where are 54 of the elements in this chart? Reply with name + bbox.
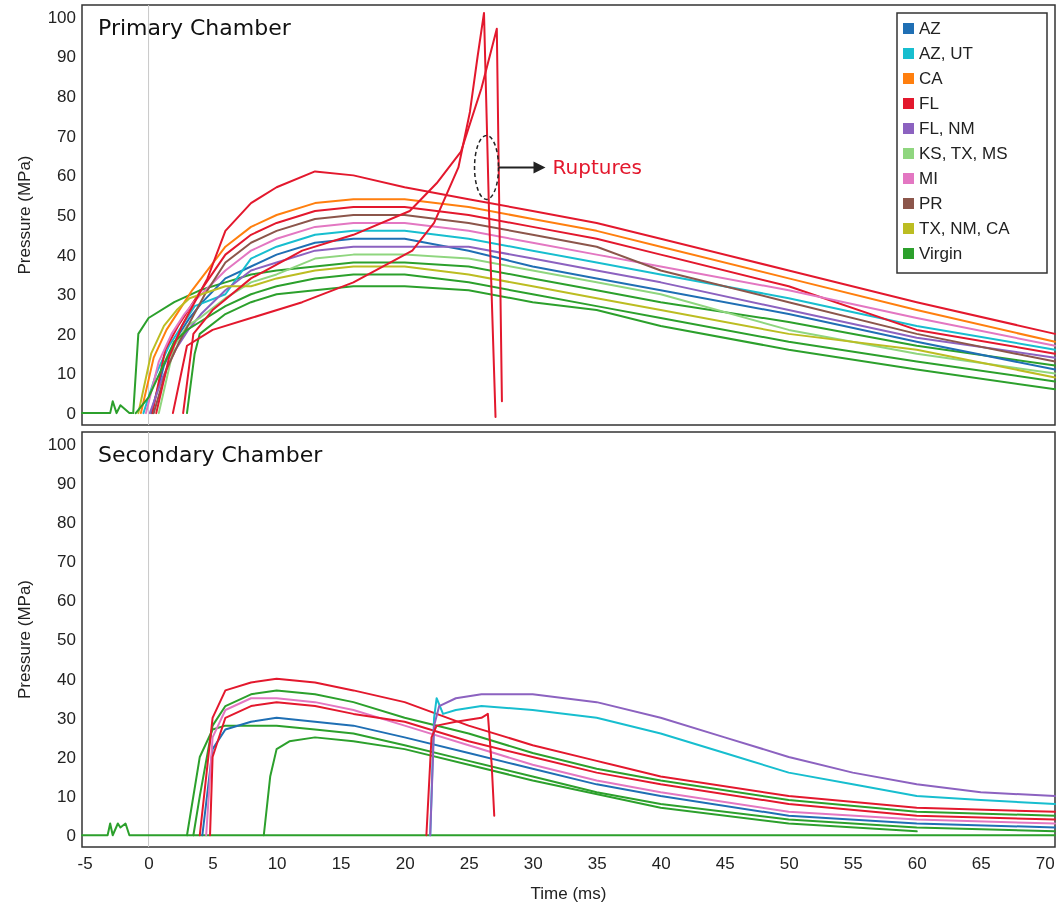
text: Primary Chamber: [98, 15, 292, 40]
x-tick-label: 35: [587, 854, 607, 874]
y-tick-label: 40: [57, 669, 76, 689]
x-tick-label: 30: [523, 854, 543, 874]
x-tick-label: 0: [144, 854, 154, 874]
x-tick-label: 10: [267, 854, 287, 874]
x-tick-label: 20: [395, 854, 415, 874]
legend-label: FL: [919, 94, 939, 113]
x-tick-label: 65: [971, 854, 991, 874]
y-tick-label: 100: [47, 434, 76, 454]
legend-label: CA: [919, 69, 944, 88]
legend-label: Virgin: [919, 244, 963, 263]
x-tick-label: 50: [779, 854, 799, 874]
legend-label: AZ: [919, 19, 941, 38]
y-tick-label: 90: [57, 47, 76, 67]
y-tick-label: 50: [57, 630, 76, 650]
x-tick-label: 45: [715, 854, 735, 874]
y-tick-label: 40: [57, 245, 76, 265]
y-tick-label: 20: [57, 747, 76, 767]
y-tick-label: 70: [57, 126, 76, 146]
legend-label: MI: [919, 169, 938, 188]
y-tick-label: 20: [57, 324, 76, 344]
x-tick-label: 55: [843, 854, 863, 874]
x-tick-label: 60: [907, 854, 927, 874]
y-tick-label: 10: [57, 787, 76, 807]
annotation: Ruptures: [552, 155, 642, 180]
x-tick-label: 15: [331, 854, 351, 874]
y-tick-label: 80: [57, 87, 76, 107]
legend-label: KS, TX, MS: [919, 144, 1008, 163]
legend-label: TX, NM, CA: [919, 219, 1011, 238]
y-tick-label: 0: [66, 404, 76, 424]
y-axis-title: Pressure (MPa): [15, 579, 34, 700]
y-axis-title: Pressure (MPa): [15, 155, 34, 275]
y-tick-label: 100: [47, 7, 76, 27]
x-tick-label: 40: [651, 854, 671, 874]
y-tick-label: 50: [57, 205, 76, 225]
x-tick-label: 25: [459, 854, 479, 874]
legend-label: PR: [919, 194, 943, 213]
x-tick-label: 70: [1035, 854, 1055, 874]
y-tick-label: 90: [57, 473, 76, 493]
y-tick-label: 0: [66, 826, 76, 846]
y-tick-label: 60: [57, 591, 76, 611]
y-tick-label: 80: [57, 512, 76, 532]
y-tick-label: 70: [57, 552, 76, 572]
x-tick-label: -5: [77, 854, 93, 874]
legend-label: FL, NM: [919, 119, 975, 138]
y-tick-label: 30: [57, 285, 76, 305]
y-tick-label: 60: [57, 166, 76, 186]
y-tick-label: 10: [57, 364, 76, 384]
x-tick-label: 5: [208, 854, 218, 874]
y-tick-label: 30: [57, 708, 76, 728]
legend-label: AZ, UT: [919, 44, 973, 63]
text: Secondary Chamber: [98, 442, 324, 467]
x-axis-title: Time (ms): [530, 884, 607, 903]
